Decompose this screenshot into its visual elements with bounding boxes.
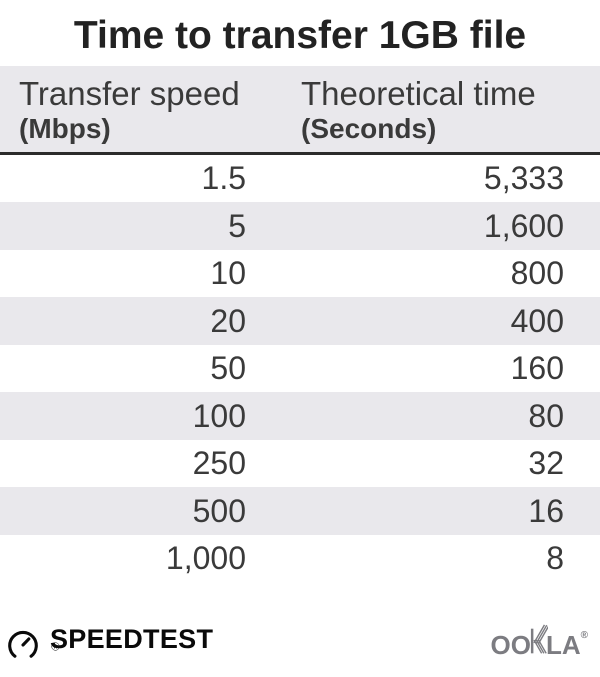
svg-text:R: R (54, 644, 58, 649)
